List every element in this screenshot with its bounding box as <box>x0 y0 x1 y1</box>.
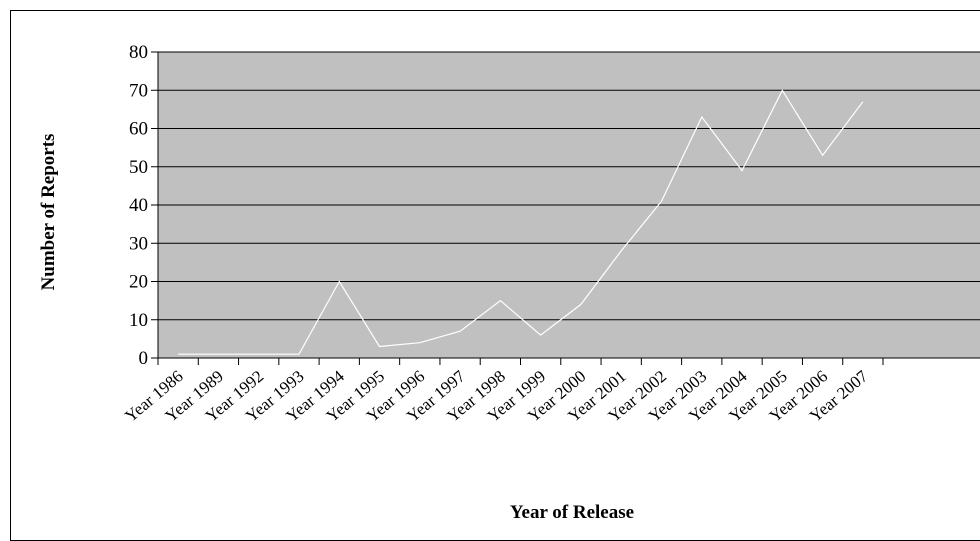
y-tick-label: 10 <box>129 310 148 331</box>
series-line <box>178 89 864 355</box>
y-tick-labels: 0 10 20 30 40 50 60 70 80 <box>129 42 148 369</box>
y-tick-label: 70 <box>129 80 148 101</box>
y-tick-label: 30 <box>129 233 148 254</box>
y-axis-title: Number of Reports <box>38 134 59 291</box>
axes <box>151 51 980 365</box>
x-axis-title: Year of Release <box>510 502 634 523</box>
y-tick-label: 60 <box>129 119 148 140</box>
y-tick-label: 50 <box>129 157 148 178</box>
y-tick-label: 80 <box>129 42 148 63</box>
y-tick-label: 20 <box>129 272 148 293</box>
y-tick-label: 0 <box>139 348 149 369</box>
y-tick-label: 40 <box>129 195 148 216</box>
